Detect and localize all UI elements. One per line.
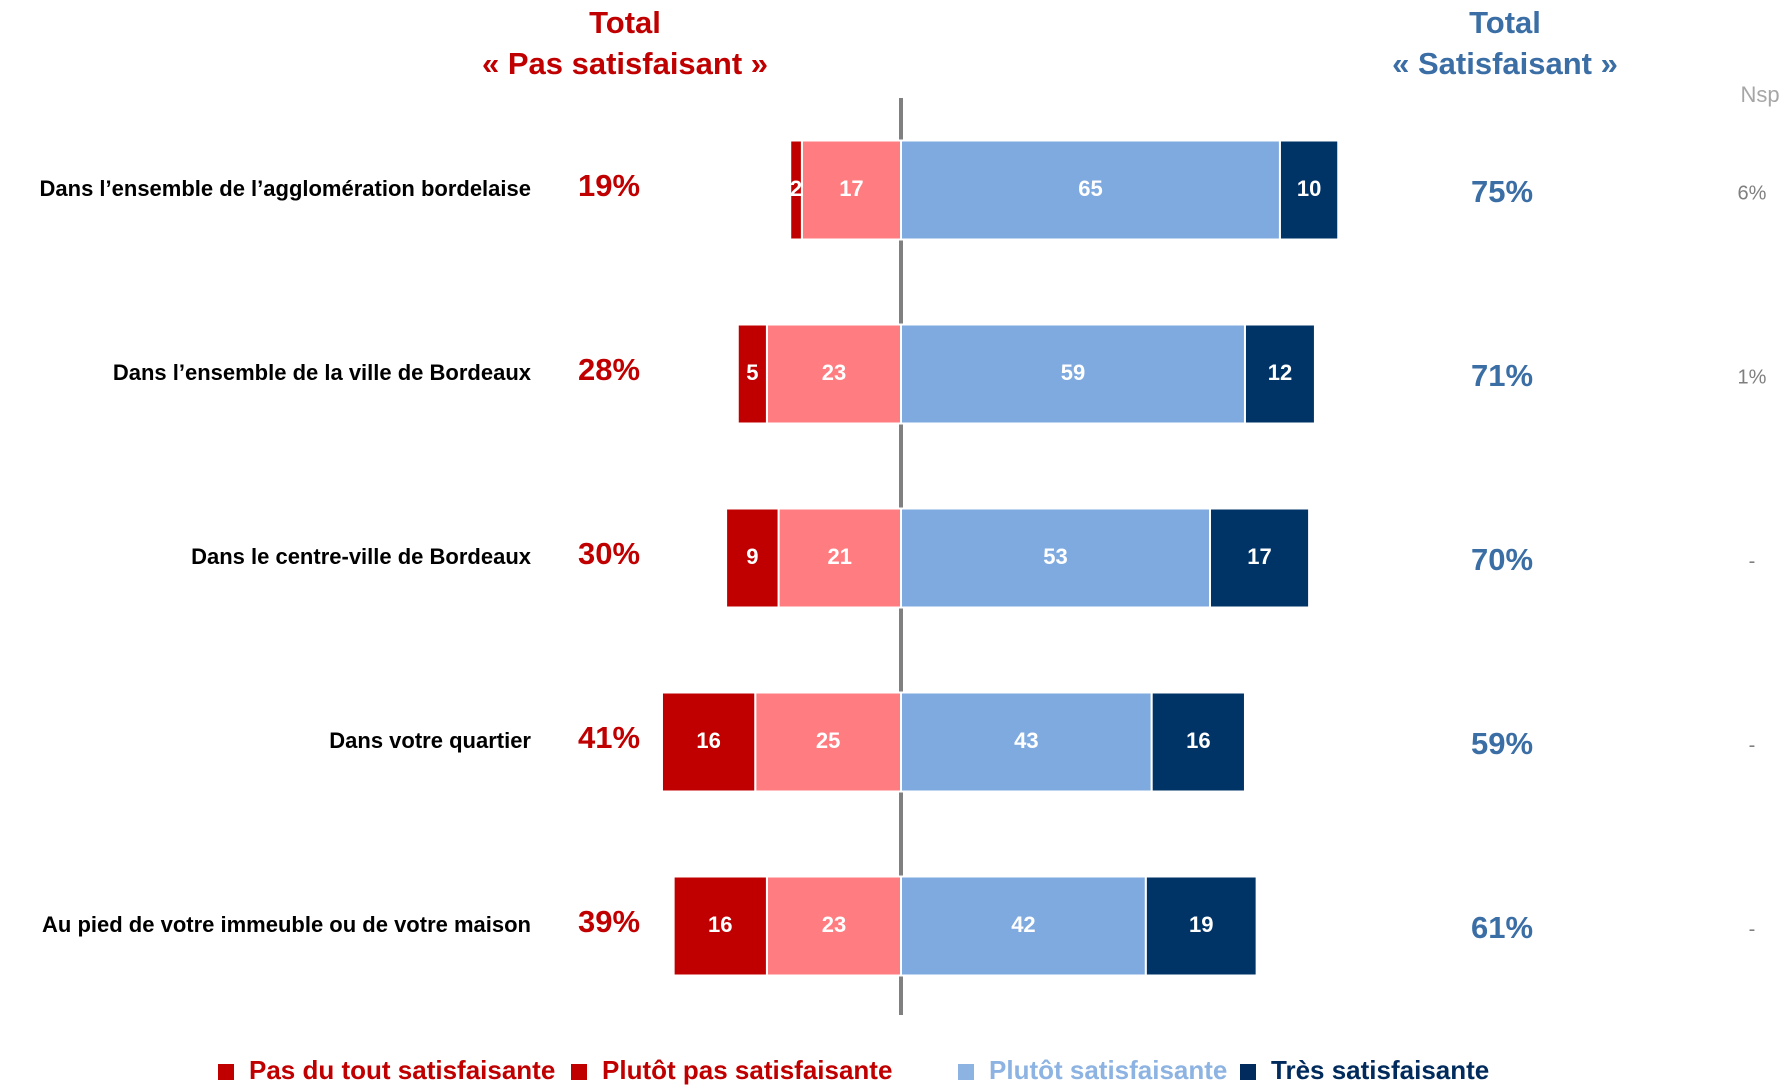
segment-label: 59 — [1061, 360, 1085, 385]
legend-marker — [218, 1064, 234, 1080]
header-positive: Total — [1469, 5, 1541, 40]
bar-segment — [900, 691, 1153, 793]
total-negative: 39% — [578, 904, 640, 939]
segment-label: 17 — [1247, 544, 1271, 569]
segment-label: 53 — [1043, 544, 1067, 569]
total-positive: 61% — [1471, 910, 1533, 945]
bar-segment — [900, 139, 1281, 241]
legend-label: Pas du tout satisfaisante — [249, 1055, 555, 1085]
bar-segment — [900, 507, 1211, 609]
category-label: Au pied de votre immeuble ou de votre ma… — [42, 912, 531, 937]
segment-label: 23 — [822, 912, 846, 937]
header-positive: « Satisfaisant » — [1392, 46, 1618, 81]
nsp-label: 6% — [1738, 182, 1767, 204]
header-negative: « Pas satisfaisant » — [482, 46, 768, 81]
category-label: Dans votre quartier — [329, 728, 531, 753]
bar-segment — [765, 875, 902, 977]
bar-segment — [900, 323, 1246, 425]
category-label: Dans le centre-ville de Bordeaux — [191, 544, 532, 569]
segment-label: 43 — [1014, 728, 1038, 753]
legend-label: Très satisfaisante — [1271, 1055, 1489, 1085]
segment-label: 2 — [790, 176, 802, 201]
segment-label: 5 — [746, 360, 758, 385]
legend-marker — [958, 1064, 974, 1080]
segment-label: 21 — [828, 544, 852, 569]
bar-segment — [1150, 691, 1246, 793]
segment-label: 16 — [708, 912, 732, 937]
nsp-label: 1% — [1738, 366, 1767, 388]
segment-label: 65 — [1078, 176, 1102, 201]
bar-segment — [672, 875, 768, 977]
nsp-label: - — [1749, 550, 1756, 572]
bar-segment — [1144, 875, 1258, 977]
bar-segment — [660, 691, 757, 793]
header-nsp: Nsp — [1740, 82, 1779, 107]
bar-segment — [765, 323, 902, 425]
nsp-label: - — [1749, 918, 1756, 940]
total-negative: 41% — [578, 720, 640, 755]
segment-label: 16 — [696, 728, 720, 753]
bar-segment — [1243, 323, 1316, 425]
segment-label: 12 — [1268, 360, 1292, 385]
legend-marker — [1240, 1064, 1256, 1080]
segment-label: 25 — [816, 728, 840, 753]
header-negative: Total — [589, 5, 661, 40]
segment-label: 19 — [1189, 912, 1213, 937]
legend-label: Plutôt pas satisfaisante — [602, 1055, 892, 1085]
segment-label: 16 — [1186, 728, 1210, 753]
category-label: Dans l’ensemble de l’agglomération borde… — [40, 176, 531, 201]
total-negative: 28% — [578, 352, 640, 387]
total-positive: 59% — [1471, 726, 1533, 761]
segment-label: 23 — [822, 360, 846, 385]
segment-label: 9 — [746, 544, 758, 569]
segment-label: 10 — [1297, 176, 1321, 201]
bar-segment — [900, 875, 1147, 977]
segment-label: 42 — [1011, 912, 1035, 937]
bar-segment — [789, 139, 803, 241]
nsp-label: - — [1749, 734, 1756, 756]
total-positive: 71% — [1471, 358, 1533, 393]
category-label: Dans l’ensemble de la ville de Bordeaux — [113, 360, 532, 385]
bar-segment — [1208, 507, 1311, 609]
bar-segment — [754, 691, 902, 793]
bar-segment — [1278, 139, 1340, 241]
total-positive: 75% — [1471, 174, 1533, 209]
legend-label: Plutôt satisfaisante — [989, 1055, 1227, 1085]
legend-marker — [571, 1064, 587, 1080]
bar-segment — [736, 323, 768, 425]
bar-segment — [725, 507, 780, 609]
total-negative: 30% — [578, 536, 640, 571]
total-positive: 70% — [1471, 542, 1533, 577]
total-negative: 19% — [578, 168, 640, 203]
segment-label: 17 — [839, 176, 863, 201]
